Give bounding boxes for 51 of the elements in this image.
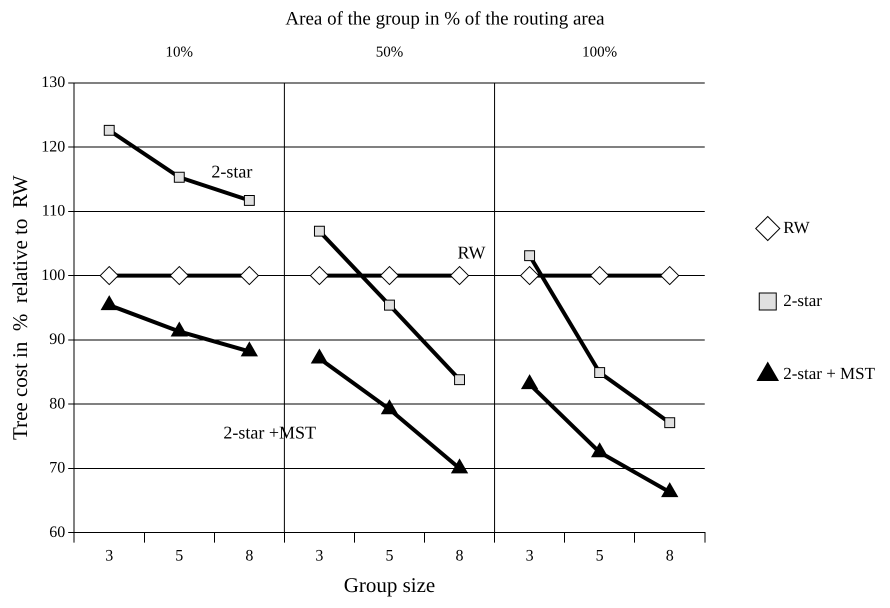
point <box>454 374 465 386</box>
point <box>660 266 680 286</box>
point <box>664 417 676 428</box>
x-tick-label: 3 <box>315 547 324 564</box>
y-tick-label: 60 <box>49 524 66 541</box>
point <box>591 442 608 458</box>
point <box>174 172 185 183</box>
point <box>380 266 399 286</box>
point <box>450 266 470 286</box>
x-tick-label: 5 <box>596 547 604 564</box>
point <box>104 124 115 136</box>
y-tick-label: 110 <box>42 202 66 220</box>
point <box>520 266 540 286</box>
point <box>381 400 398 414</box>
chart-title: Area of the group in % of the routing area <box>285 8 606 30</box>
y-tick-label: 100 <box>41 266 66 284</box>
annotation: RW <box>457 242 486 262</box>
y-tick-label: 130 <box>41 74 66 92</box>
point <box>384 300 395 311</box>
point <box>661 482 678 498</box>
legend-label: 2-star + MST <box>783 364 876 383</box>
legend-label: 2-star <box>783 290 822 310</box>
point <box>244 194 255 206</box>
point <box>310 266 329 286</box>
x-tick-label: 3 <box>526 547 534 564</box>
x-tick-label: 5 <box>385 547 394 564</box>
y-tick-label: 80 <box>49 395 66 412</box>
point <box>521 374 538 390</box>
y-tick-label: 90 <box>49 331 66 348</box>
annotation: 2-star <box>211 161 252 182</box>
text: 50% <box>376 44 404 61</box>
point <box>590 266 610 286</box>
x-tick-label: 3 <box>105 547 114 564</box>
text: 10% <box>166 44 194 61</box>
legend-label: RW <box>783 218 811 237</box>
x-tick-label: 8 <box>456 547 464 564</box>
y-tick-label: 120 <box>41 138 66 156</box>
point <box>524 250 536 262</box>
point <box>100 266 119 286</box>
point <box>314 226 325 237</box>
y-tick-label: 70 <box>49 460 66 477</box>
point <box>240 266 259 286</box>
point <box>170 266 189 286</box>
point <box>594 367 606 378</box>
y-axis-title: Tree cost in % relative to RW <box>8 175 32 440</box>
text: 100% <box>582 44 618 61</box>
x-axis-title: Group size <box>344 572 436 597</box>
x-tick-label: 8 <box>666 547 674 564</box>
x-tick-label: 8 <box>245 547 254 564</box>
x-tick-label: 5 <box>175 547 184 564</box>
point <box>451 458 468 474</box>
